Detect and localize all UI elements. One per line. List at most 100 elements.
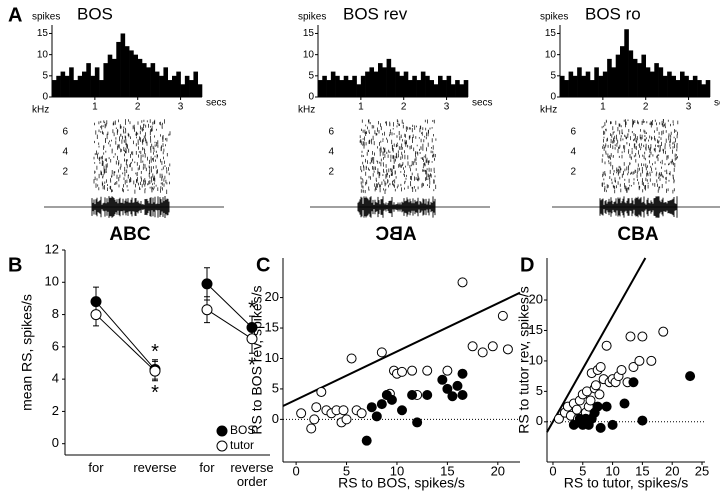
data-point	[442, 365, 453, 376]
bar	[322, 75, 327, 97]
bar	[330, 71, 336, 97]
spectrogram-tick-label: 6	[570, 127, 576, 138]
spectrogram-tick-label: 4	[570, 147, 576, 158]
bar	[369, 67, 375, 97]
spectrogram-tick-label: 4	[62, 147, 68, 158]
significance-label: *	[151, 382, 159, 404]
data-point	[590, 380, 601, 391]
data-point	[571, 404, 582, 415]
panel-label: B	[8, 254, 22, 276]
x-tick-label: 0	[292, 463, 299, 478]
connector	[206, 283, 253, 328]
spectrogram-tick-label: 2	[570, 167, 576, 178]
song-label: ABC	[109, 224, 150, 245]
y-axis-label: mean RS, spikes/s	[19, 294, 35, 411]
oscillogram	[599, 196, 678, 218]
x-tick-label: 10	[390, 463, 404, 478]
bar	[645, 67, 651, 97]
bar	[360, 75, 366, 97]
bar	[425, 75, 430, 97]
bar	[675, 80, 681, 97]
bar	[180, 84, 186, 97]
y-tick-label: 5	[272, 380, 279, 395]
data-point	[457, 368, 468, 379]
data-point	[366, 402, 377, 413]
x-tick-label: 20	[491, 463, 505, 478]
x-tick-label: for	[199, 460, 215, 475]
data-point	[338, 405, 349, 416]
bar	[142, 63, 147, 97]
spectrogram	[93, 119, 171, 194]
bar	[680, 71, 685, 97]
data-point	[592, 401, 603, 412]
data-point	[646, 355, 657, 366]
y-tick-label: 15	[37, 28, 49, 39]
data-point	[601, 340, 612, 351]
bar	[94, 67, 100, 97]
data-point	[497, 310, 508, 321]
bar	[382, 67, 387, 97]
data-point	[371, 411, 382, 422]
bar	[637, 63, 642, 97]
connector	[95, 301, 156, 370]
x-tick-label: 3	[178, 102, 184, 113]
spectrogram-tick-label: 2	[328, 167, 334, 178]
bar	[193, 71, 199, 97]
bar	[624, 29, 629, 98]
data-point	[625, 331, 636, 342]
data-point	[397, 405, 408, 416]
x-tick-label: 5	[579, 463, 586, 478]
data-point	[296, 408, 307, 419]
bar	[560, 75, 565, 97]
y-tick-label: 0	[550, 92, 556, 103]
data-point	[309, 414, 320, 425]
data-point	[607, 419, 618, 430]
y-tick-label: 10	[45, 274, 59, 289]
y-tick-label: 8	[52, 306, 59, 321]
bar	[112, 58, 117, 97]
spectrogram-tick-label: 6	[328, 127, 334, 138]
data-point	[658, 326, 669, 337]
x-axis-label: RS to tutor, spikes/s	[564, 475, 689, 491]
bar	[60, 71, 66, 97]
data-point	[306, 423, 317, 434]
y-tick-label: 15	[303, 28, 315, 39]
data-point	[422, 390, 433, 401]
x-tick-label: 5	[343, 463, 350, 478]
data-point	[311, 402, 322, 413]
x-tick-label: 20	[665, 463, 679, 478]
bar	[352, 75, 357, 97]
x-tick-label: 3	[686, 102, 692, 113]
bar	[395, 71, 400, 97]
bar	[455, 80, 460, 97]
bar	[146, 67, 151, 97]
data-point	[316, 386, 327, 397]
y-tick-label: 0	[42, 92, 48, 103]
data-point	[201, 304, 213, 316]
data-point	[502, 344, 513, 355]
data-point	[376, 399, 387, 410]
data-point	[341, 414, 352, 425]
y-tick-label: 5	[536, 383, 543, 398]
x-tick-label: 25	[695, 463, 709, 478]
panel-label: D	[520, 254, 534, 276]
bar	[86, 63, 91, 97]
bar	[581, 75, 587, 97]
data-point	[447, 391, 458, 402]
y-tick-label: 15	[265, 319, 279, 334]
y-axis-label: spikes	[298, 12, 326, 23]
y-tick-label: 20	[265, 289, 279, 304]
x-axis-label: secs	[472, 98, 493, 109]
bar	[442, 80, 447, 97]
bar	[607, 58, 612, 97]
bar	[463, 80, 469, 97]
spectrogram	[359, 119, 437, 194]
bar	[103, 63, 109, 97]
y-tick-label: 0	[308, 92, 314, 103]
bar	[326, 80, 332, 97]
oscillogram	[357, 196, 436, 218]
x-axis-label: secs	[714, 98, 720, 109]
x-tick-label: 1	[92, 102, 98, 113]
data-point	[412, 417, 423, 428]
